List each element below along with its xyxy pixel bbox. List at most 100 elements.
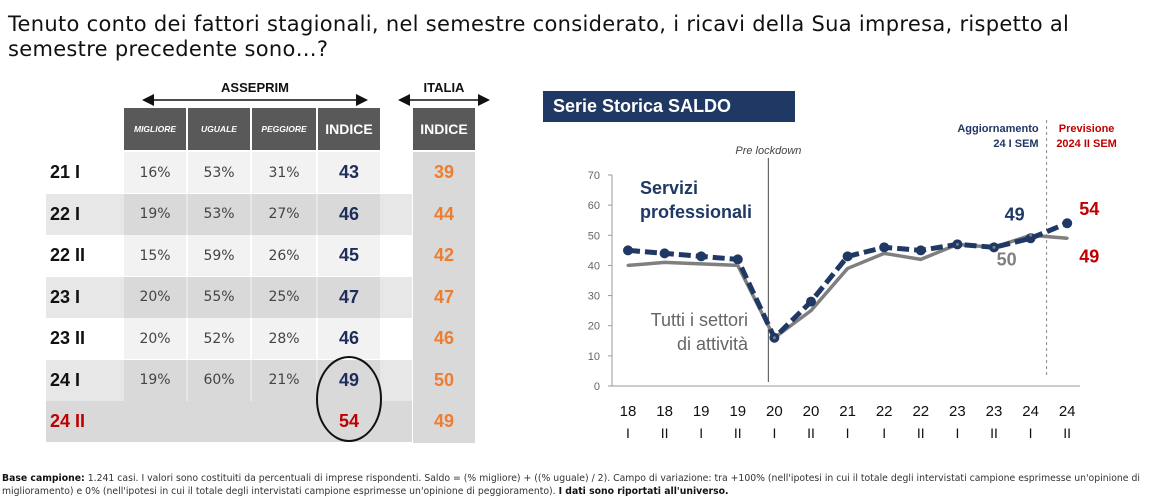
table-cell-bg <box>318 276 380 318</box>
cell-italia: 46 <box>433 328 455 348</box>
cell-indice: 45 <box>338 245 360 265</box>
data-point-servizi <box>732 254 743 265</box>
data-point-servizi <box>659 248 670 259</box>
cell-migliore: 19% <box>139 372 171 388</box>
cell-italia: 42 <box>433 245 455 265</box>
x-tick-label: I <box>699 425 703 441</box>
row-label: 22 II <box>50 245 86 265</box>
row-label: 23 I <box>50 286 81 307</box>
cell-uguale: 52% <box>203 330 235 347</box>
col-header-italia-indice: INDICE <box>413 108 475 150</box>
x-tick-label: II <box>807 425 815 441</box>
x-tick-label: II <box>990 425 998 441</box>
table-cell-bg <box>124 401 186 442</box>
data-point-tutti <box>772 336 776 340</box>
y-tick-label: 30 <box>588 291 600 303</box>
x-tick-label: I <box>846 425 850 441</box>
cell-migliore: 20% <box>139 330 171 347</box>
cell-italia: 49 <box>433 411 455 431</box>
x-tick-label: II <box>917 425 925 441</box>
table-cell-bg <box>188 152 250 193</box>
cell-migliore: 19% <box>139 206 171 222</box>
x-tick-label: I <box>955 425 959 441</box>
x-tick-label: 23 <box>949 403 966 420</box>
cell-indice: 54 <box>338 411 360 431</box>
table-cell-bg <box>124 276 186 318</box>
table-cell-bg <box>188 401 250 442</box>
table-cell-bg <box>318 318 380 359</box>
series-label-tutti: Tutti i settori <box>651 310 748 330</box>
data-point-servizi <box>1025 233 1036 244</box>
italia-column-bg <box>413 152 475 443</box>
data-point-tutti <box>736 263 740 267</box>
cell-italia: 47 <box>433 286 455 307</box>
col-header-migliore: MIGLIORE <box>124 108 186 150</box>
cell-peggiore <box>252 401 316 442</box>
question-title: Tenuto conto dei fattori stagionali, nel… <box>8 12 1070 61</box>
data-label-tutti-50: 50 <box>997 249 1017 269</box>
aggiornamento-label: Aggiornamento <box>957 123 1039 135</box>
table-cell-bg <box>188 276 250 318</box>
data-point-tutti <box>955 242 959 246</box>
data-label-servizi-49: 49 <box>1005 204 1025 224</box>
previsione-label: Previsione <box>1059 123 1115 135</box>
cell-peggiore: 26% <box>268 247 300 264</box>
line-chart: 01020304050607018I18II19I19II20I20II21I2… <box>588 120 1117 441</box>
x-tick-label: 18 <box>656 403 673 420</box>
table-cell-bg <box>188 193 250 235</box>
data-point-tutti <box>663 260 667 264</box>
cell-indice: 47 <box>338 286 360 307</box>
row-label: 21 I <box>50 162 81 182</box>
table-cell-bg <box>252 359 316 401</box>
x-tick-label: 21 <box>839 403 856 420</box>
cell-peggiore: 27% <box>268 206 300 222</box>
cell-italia: 39 <box>433 162 455 182</box>
data-point-tutti <box>882 251 886 255</box>
cell-migliore: 20% <box>139 289 171 305</box>
table-cell-bg <box>124 235 186 276</box>
double-arrow-icon <box>398 94 490 106</box>
group-italia-label: ITALIA <box>419 80 469 95</box>
cell-uguale: 59% <box>203 247 235 264</box>
table-cell-bg <box>318 152 380 193</box>
y-tick-label: 10 <box>588 351 600 363</box>
x-tick-label: I <box>772 425 776 441</box>
x-tick-label: I <box>882 425 886 441</box>
data-point-servizi <box>915 245 926 256</box>
double-arrow-icon <box>142 94 368 106</box>
cell-indice: 49 <box>338 369 360 390</box>
cell-peggiore: 25% <box>268 289 300 305</box>
cell-uguale: 60% <box>203 372 235 388</box>
group-asseprim-label: ASSEPRIM <box>215 80 295 95</box>
col-header-indice: INDICE <box>318 108 380 150</box>
data-point-tutti <box>626 263 630 267</box>
x-tick-label: 22 <box>876 403 893 420</box>
data-point-tutti <box>846 266 850 270</box>
col-header-peggiore: PEGGIORE <box>252 108 316 150</box>
x-tick-label: I <box>626 425 630 441</box>
data-point-tutti <box>1029 233 1033 237</box>
table-cell-bg <box>318 401 380 442</box>
y-tick-label: 60 <box>588 200 600 212</box>
row-label: 24 I <box>50 369 81 390</box>
x-tick-label: 24 <box>1059 403 1076 420</box>
group-header-asseprim: ASSEPRIM <box>140 80 370 106</box>
cell-uguale <box>188 401 250 442</box>
data-point-servizi <box>879 242 890 253</box>
footer-text: 1.241 casi. I valori sono costituiti da … <box>2 473 1140 497</box>
table-cell-bg <box>252 276 316 318</box>
row-label: 23 II <box>50 328 86 348</box>
x-tick-label: I <box>1029 425 1033 441</box>
table-cell-bg <box>318 235 380 276</box>
x-tick-label: 18 <box>620 403 637 420</box>
cell-indice: 46 <box>338 203 360 224</box>
x-tick-label: 19 <box>693 403 710 420</box>
footer-note: Base campione: 1.241 casi. I valori sono… <box>2 472 1164 498</box>
cell-italia: 50 <box>433 369 455 390</box>
series-label-servizi: professionali <box>640 202 752 222</box>
cell-migliore <box>124 401 186 442</box>
highlight-ellipse <box>316 356 382 442</box>
chart-title: Serie Storica SALDO <box>543 91 795 122</box>
cell-migliore: 16% <box>139 164 171 181</box>
table-cell-bg <box>252 152 316 193</box>
